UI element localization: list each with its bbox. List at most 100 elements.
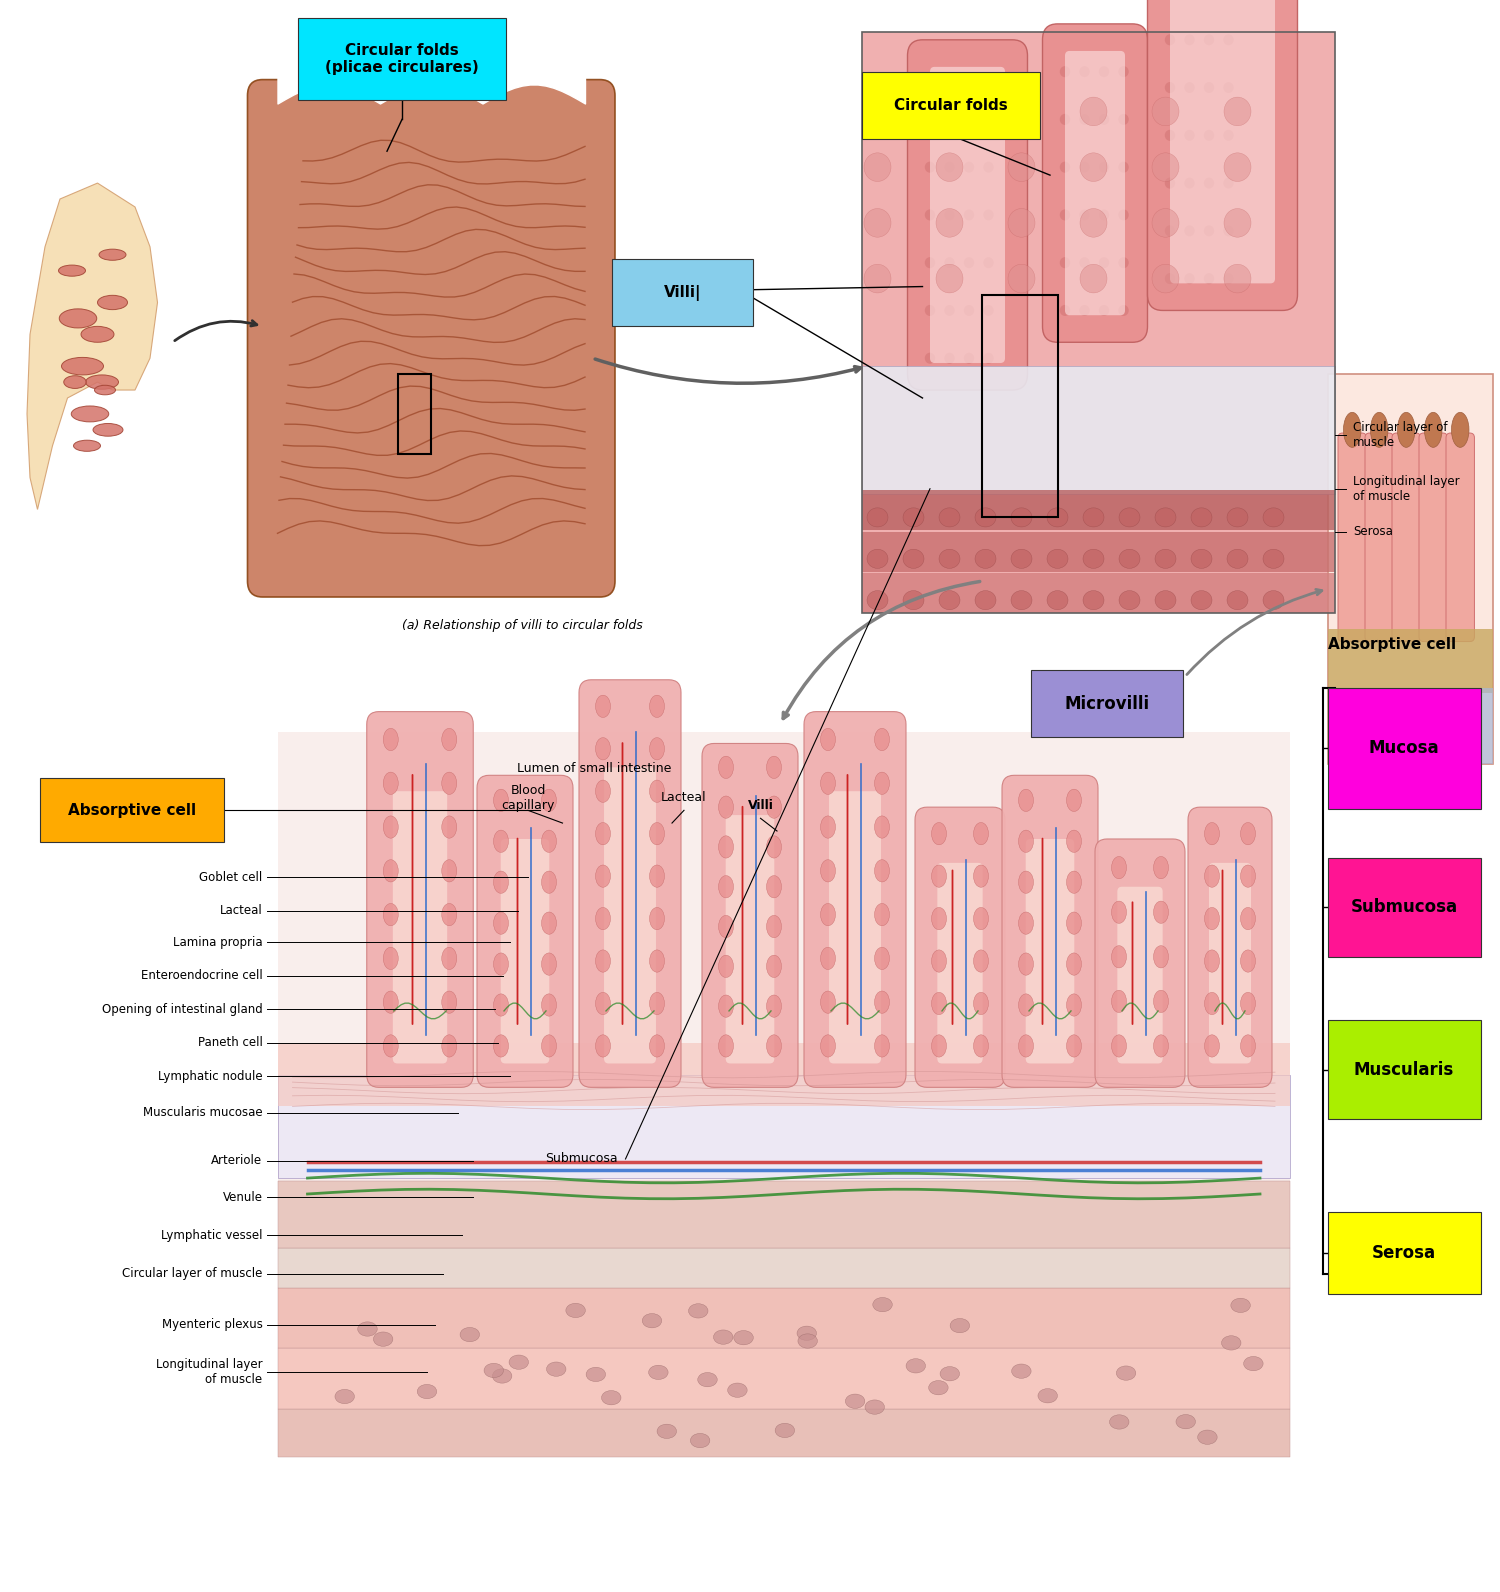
- Ellipse shape: [1083, 508, 1104, 527]
- Ellipse shape: [542, 993, 556, 1016]
- Ellipse shape: [1224, 131, 1233, 142]
- Ellipse shape: [975, 591, 996, 610]
- Ellipse shape: [1008, 97, 1035, 126]
- Text: Muscularis: Muscularis: [1354, 1060, 1454, 1079]
- Ellipse shape: [442, 860, 458, 882]
- Ellipse shape: [936, 97, 963, 126]
- Ellipse shape: [650, 696, 664, 718]
- Ellipse shape: [963, 353, 975, 363]
- Text: Submucosa: Submucosa: [1350, 898, 1458, 917]
- Text: Microvilli: Microvilli: [1065, 694, 1149, 713]
- Ellipse shape: [945, 115, 954, 124]
- Ellipse shape: [932, 950, 946, 973]
- Ellipse shape: [1011, 508, 1032, 527]
- Text: Serosa: Serosa: [1353, 525, 1394, 538]
- Ellipse shape: [924, 115, 936, 124]
- Ellipse shape: [924, 209, 936, 220]
- Text: Circular layer of muscle: Circular layer of muscle: [122, 1267, 262, 1280]
- Ellipse shape: [542, 871, 556, 893]
- Text: Absorptive cell: Absorptive cell: [1328, 637, 1456, 653]
- Ellipse shape: [984, 353, 993, 363]
- Ellipse shape: [1011, 549, 1032, 568]
- FancyBboxPatch shape: [1170, 0, 1275, 283]
- Ellipse shape: [1116, 1366, 1136, 1380]
- Ellipse shape: [1080, 97, 1107, 126]
- Bar: [278, 1181, 1290, 1248]
- Ellipse shape: [1047, 591, 1068, 610]
- Ellipse shape: [596, 696, 610, 718]
- Ellipse shape: [1119, 591, 1140, 610]
- Ellipse shape: [864, 209, 891, 237]
- Ellipse shape: [1154, 1035, 1168, 1057]
- Bar: [278, 1248, 1290, 1288]
- Ellipse shape: [650, 1035, 664, 1057]
- Ellipse shape: [650, 950, 664, 973]
- Ellipse shape: [542, 1035, 556, 1057]
- Ellipse shape: [939, 591, 960, 610]
- Ellipse shape: [334, 1390, 354, 1404]
- Bar: [862, 32, 1335, 613]
- Ellipse shape: [1112, 901, 1126, 923]
- Ellipse shape: [72, 406, 108, 422]
- Ellipse shape: [1191, 591, 1212, 610]
- FancyBboxPatch shape: [1446, 433, 1474, 642]
- Ellipse shape: [442, 947, 458, 970]
- Bar: [862, 366, 1335, 494]
- Ellipse shape: [1080, 162, 1089, 172]
- Ellipse shape: [1224, 153, 1251, 181]
- Ellipse shape: [874, 728, 890, 750]
- Text: Mucosa: Mucosa: [1368, 739, 1440, 758]
- Bar: [862, 32, 1335, 613]
- Ellipse shape: [1112, 856, 1126, 879]
- FancyBboxPatch shape: [297, 18, 507, 100]
- Ellipse shape: [86, 374, 118, 388]
- Ellipse shape: [1038, 1388, 1058, 1403]
- Ellipse shape: [936, 209, 963, 237]
- Ellipse shape: [442, 728, 458, 750]
- Ellipse shape: [62, 358, 104, 376]
- Ellipse shape: [932, 1035, 946, 1057]
- Ellipse shape: [821, 728, 836, 750]
- Ellipse shape: [766, 796, 782, 818]
- Ellipse shape: [1008, 264, 1035, 293]
- Ellipse shape: [932, 907, 946, 930]
- Ellipse shape: [718, 836, 734, 858]
- Bar: [278, 1348, 1290, 1409]
- Ellipse shape: [1152, 97, 1179, 126]
- FancyBboxPatch shape: [1419, 433, 1448, 642]
- Ellipse shape: [1227, 549, 1248, 568]
- Ellipse shape: [1164, 83, 1174, 92]
- Ellipse shape: [945, 258, 954, 267]
- FancyBboxPatch shape: [702, 743, 798, 1087]
- Ellipse shape: [864, 153, 891, 181]
- Ellipse shape: [494, 871, 508, 893]
- FancyBboxPatch shape: [1328, 688, 1480, 809]
- Ellipse shape: [60, 309, 96, 328]
- Ellipse shape: [874, 1035, 890, 1057]
- Ellipse shape: [1344, 412, 1360, 447]
- Ellipse shape: [984, 209, 993, 220]
- Ellipse shape: [698, 1372, 717, 1387]
- Ellipse shape: [494, 790, 508, 812]
- Ellipse shape: [1098, 67, 1108, 76]
- Ellipse shape: [460, 1328, 480, 1342]
- Ellipse shape: [1066, 790, 1082, 812]
- Text: Muscularis mucosae: Muscularis mucosae: [142, 1106, 262, 1119]
- Ellipse shape: [718, 915, 734, 938]
- Bar: [862, 490, 1335, 530]
- Ellipse shape: [1155, 508, 1176, 527]
- FancyBboxPatch shape: [804, 712, 906, 1087]
- Ellipse shape: [384, 815, 399, 837]
- Ellipse shape: [417, 1385, 436, 1399]
- Ellipse shape: [1203, 274, 1215, 283]
- Ellipse shape: [1204, 823, 1219, 845]
- Ellipse shape: [924, 353, 936, 363]
- Ellipse shape: [874, 990, 890, 1013]
- Ellipse shape: [924, 162, 936, 172]
- Text: Blood
capillary: Blood capillary: [501, 783, 555, 812]
- Ellipse shape: [1152, 264, 1179, 293]
- FancyBboxPatch shape: [604, 767, 656, 1063]
- Ellipse shape: [1066, 954, 1082, 976]
- Ellipse shape: [1080, 209, 1089, 220]
- Ellipse shape: [1118, 115, 1128, 126]
